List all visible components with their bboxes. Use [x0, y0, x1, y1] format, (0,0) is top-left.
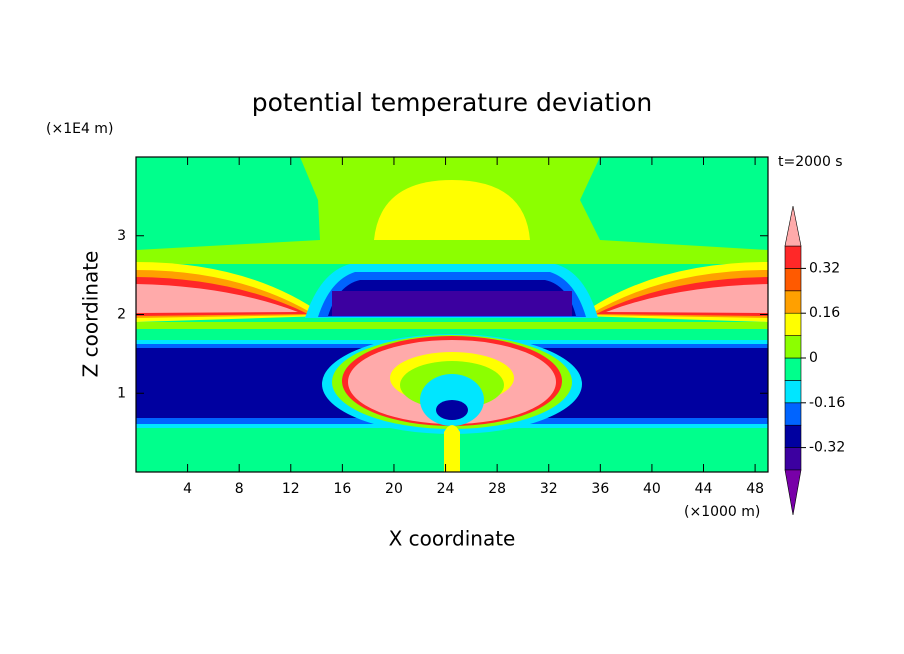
x-tick-label: 24	[437, 481, 455, 497]
y-tick-label: 3	[117, 228, 126, 244]
colorbar-band	[784, 402, 802, 426]
x-tick-label: 20	[385, 481, 403, 497]
colorbar-band	[784, 290, 802, 314]
x-tick-label: 8	[235, 481, 244, 497]
chart-title: potential temperature deviation	[252, 88, 652, 117]
x-tick-label: 4	[183, 481, 192, 497]
colorbar: -0.32 -0.16 0 0.16 0.32	[784, 205, 845, 516]
x-tick-label: 36	[591, 481, 609, 497]
annotation: t=2000 s	[778, 154, 843, 170]
colorbar-band	[784, 357, 802, 381]
x-tick-label: 12	[282, 481, 300, 497]
colorbar-band	[784, 424, 802, 448]
contour-region	[606, 284, 768, 313]
x-tick-label: 16	[333, 481, 351, 497]
x-tick-label: 44	[695, 481, 713, 497]
contour-region	[374, 180, 530, 240]
contour-field	[136, 157, 768, 472]
colorbar-tick-label: 0	[809, 350, 818, 366]
colorbar-over	[784, 205, 802, 247]
colorbar-tick-label: -0.32	[809, 440, 845, 456]
y-tick-label: 1	[117, 385, 126, 401]
contour-region	[332, 291, 572, 316]
x-tick-label: 40	[643, 481, 661, 497]
x-unit: (×1000 m)	[684, 504, 760, 520]
y-tick-label: 2	[117, 307, 126, 323]
colorbar-band	[784, 268, 802, 292]
contour-region	[136, 284, 298, 313]
colorbar-under	[784, 469, 802, 516]
colorbar-tick-label: 0.32	[809, 260, 840, 276]
colorbar-band	[784, 335, 802, 359]
contour-region	[444, 425, 460, 472]
x-tick-label: 48	[746, 481, 764, 497]
x-tick-label: 28	[488, 481, 506, 497]
x-tick-label: 32	[540, 481, 558, 497]
colorbar-band	[784, 245, 802, 269]
colorbar-band	[784, 380, 802, 404]
y-axis-title: Z coordinate	[79, 251, 103, 378]
contour-region	[436, 400, 468, 420]
contour-region	[136, 322, 768, 329]
colorbar-band	[784, 312, 802, 336]
x-axis-title: X coordinate	[389, 527, 516, 551]
y-unit: (×1E4 m)	[46, 121, 113, 137]
colorbar-band	[784, 447, 802, 471]
colorbar-tick-label: 0.16	[809, 305, 840, 321]
colorbar-tick-label: -0.16	[809, 395, 845, 411]
